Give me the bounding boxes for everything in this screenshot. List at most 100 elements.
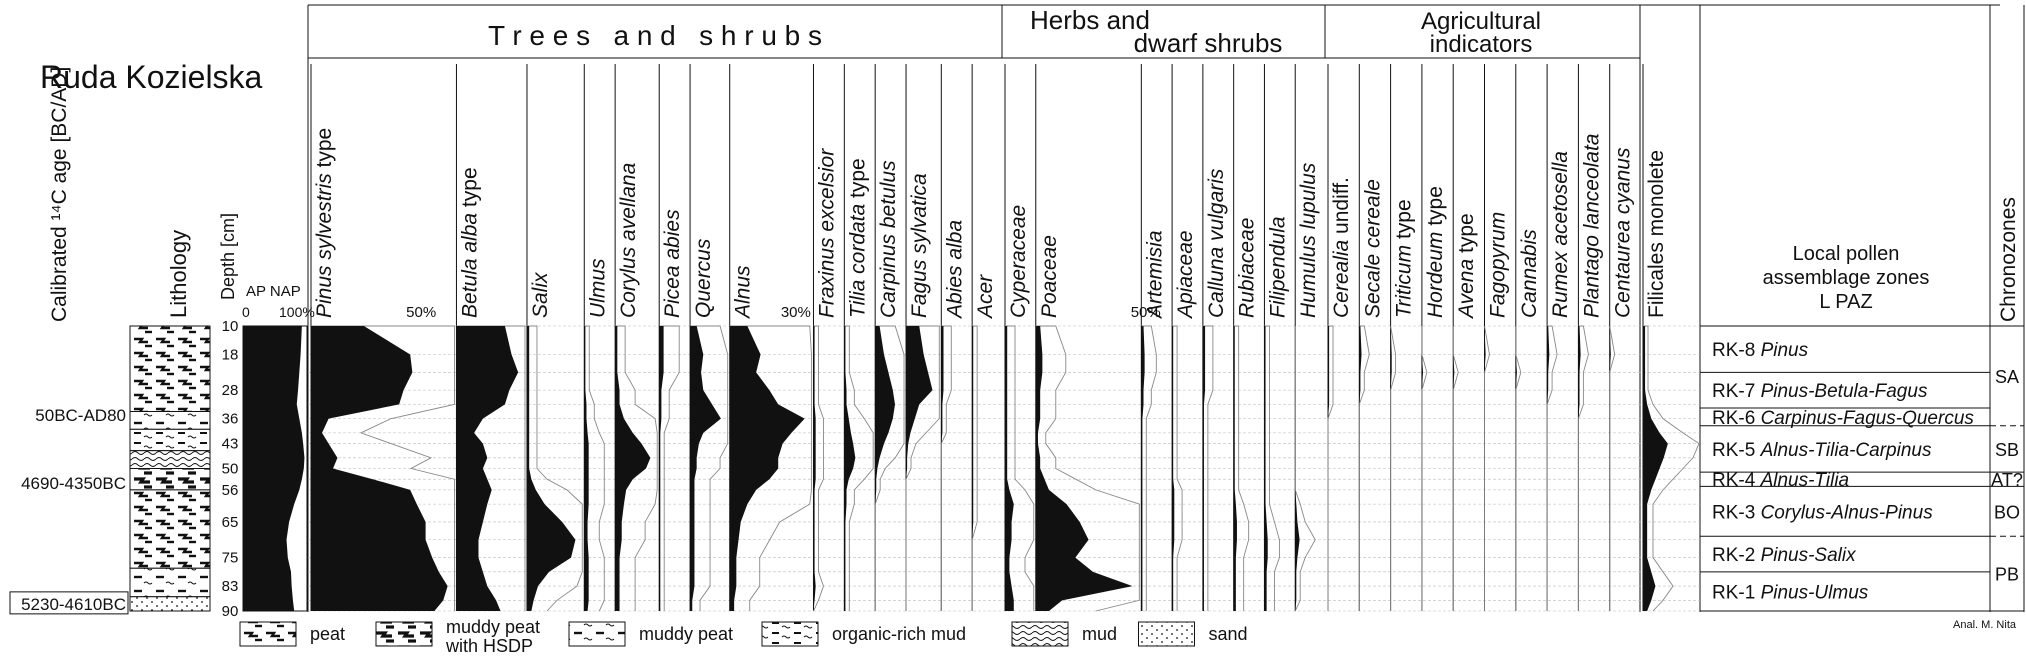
legend-label: organic-rich mud <box>832 624 966 644</box>
taxon-curve <box>1609 326 1611 611</box>
depth-tick-label: 28 <box>222 382 239 399</box>
taxon-curve <box>906 326 933 611</box>
group-title-herbs-2: dwarf shrubs <box>1134 28 1283 58</box>
taxon-curve <box>1141 326 1145 611</box>
taxon-label: Picea abies <box>661 209 684 318</box>
zone-label: RK-8 Pinus <box>1712 340 1809 361</box>
zone-title-1: Local pollen <box>1793 243 1900 265</box>
taxon-curve <box>690 326 721 611</box>
exaggeration-curve <box>1452 326 1459 611</box>
taxon-label: Rumex acetosella <box>1549 151 1572 318</box>
depth-tick-label: 90 <box>222 603 239 620</box>
taxon-curve <box>456 326 519 611</box>
taxon-curve <box>1233 326 1237 611</box>
depth-tick-label: 56 <box>222 482 239 499</box>
taxon-curve <box>1035 326 1133 611</box>
taxon-label: Cerealia undiff. <box>1330 177 1353 318</box>
ap-curve <box>243 326 305 611</box>
exaggeration-curve <box>1390 325 1397 611</box>
zone-label: RK-5 Alnus-Tilia-Carpinus <box>1712 440 1932 461</box>
exaggeration-curve <box>1643 325 1700 612</box>
group-title-agri-1: Agricultural <box>1421 8 1541 35</box>
zone-title-2: assemblage zones <box>1763 267 1930 289</box>
taxon-curve <box>311 326 448 611</box>
taxon-curve <box>1547 326 1550 611</box>
exaggeration-curve <box>729 325 812 611</box>
taxon-curve <box>659 326 664 611</box>
taxon-curve <box>584 326 589 611</box>
chronozone-label: BO <box>1994 502 2020 522</box>
taxon-label: Pinus sylvestris type <box>313 128 336 318</box>
taxon-label: Corylus avellana <box>617 163 640 318</box>
taxon-label: Avena type <box>1455 213 1478 320</box>
date-box <box>9 591 129 615</box>
author-credit: Anal. M. Nita <box>1953 619 2017 631</box>
taxon-label: Triticum type <box>1393 199 1416 318</box>
zone-label: RK-3 Corylus-Alnus-Pinus <box>1712 502 1933 523</box>
lithology-unit <box>129 567 211 598</box>
exaggeration-curve <box>1005 325 1035 611</box>
taxon-label: Fraxinus excelsior <box>815 148 838 318</box>
depth-tick-label: 36 <box>222 411 239 428</box>
zone-label: RK-2 Pinus-Salix <box>1712 545 1857 566</box>
taxon-curve <box>941 326 944 611</box>
taxon-curve <box>1643 326 1668 611</box>
taxon-curve <box>844 326 856 611</box>
taxon-curve <box>813 326 816 611</box>
legend-swatch <box>761 621 819 647</box>
taxon-label: Salix <box>529 271 552 318</box>
lithology-unit <box>129 325 211 412</box>
scale-label: 50% <box>406 304 436 321</box>
legend-swatch <box>1011 621 1069 647</box>
group-title-agri-2: indicators <box>1430 31 1533 58</box>
taxon-curve <box>615 326 651 611</box>
taxon-curve <box>1295 326 1300 611</box>
lithology-unit <box>129 450 211 469</box>
lithology-column-title: Lithology <box>166 230 191 318</box>
legend-swatch <box>1138 621 1195 647</box>
scale-label: 50% <box>1131 304 1161 321</box>
taxon-curve <box>1484 326 1486 611</box>
taxon-curve <box>1172 326 1175 611</box>
exaggeration-curve <box>1172 325 1183 611</box>
taxon-label: Fagopyrum <box>1487 212 1510 318</box>
date-label: 4690-4350BC <box>21 474 126 493</box>
exaggeration-curve <box>1233 325 1250 611</box>
exaggeration-curve <box>1421 326 1428 611</box>
exaggeration-curve <box>813 325 824 612</box>
chronozones-title: Chronozones <box>1997 197 2020 322</box>
taxon-label: Cannabis <box>1518 229 1541 318</box>
exaggeration-curve <box>1609 325 1616 611</box>
age-column-title: Calibrated ¹⁴C age [BC/AD] <box>48 67 71 322</box>
exaggeration-curve <box>690 325 729 611</box>
chronozone-label: PB <box>1995 565 2019 585</box>
taxon-curve <box>1202 326 1206 611</box>
lithology-unit <box>129 596 211 612</box>
taxon-label: Apiaceae <box>1174 230 1197 320</box>
taxon-label: Hordeum type <box>1424 186 1447 318</box>
exaggeration-curve <box>659 325 680 611</box>
taxon-label: Centaurea cyanus <box>1612 147 1635 318</box>
depth-tick-label: 10 <box>222 318 239 335</box>
taxon-label: Fagus sylvatica <box>908 173 931 318</box>
taxon-curve <box>1359 326 1362 611</box>
exaggeration-curve <box>456 325 526 611</box>
exaggeration-curve <box>1294 326 1316 612</box>
lithology-unit <box>129 489 211 569</box>
taxon-curve <box>875 326 896 611</box>
group-title-herbs-1: Herbs and <box>1030 5 1150 35</box>
taxon-label: Cyperaceae <box>1007 205 1030 318</box>
taxon-curve <box>729 326 805 611</box>
depth-tick-label: 50 <box>222 461 239 478</box>
exaggeration-curve <box>1202 325 1214 611</box>
chronozone-label: SA <box>1995 367 2019 387</box>
exaggeration-curve <box>1264 325 1280 611</box>
taxon-label: Poaceae <box>1038 235 1061 318</box>
apnap-scale-0: 0 <box>242 304 250 320</box>
taxon-curve <box>972 326 974 611</box>
scale-label: 30% <box>781 304 811 321</box>
taxon-label: Calluna vulgaris <box>1205 168 1228 318</box>
taxon-curve <box>1390 326 1392 611</box>
depth-tick-label: 83 <box>222 578 239 595</box>
